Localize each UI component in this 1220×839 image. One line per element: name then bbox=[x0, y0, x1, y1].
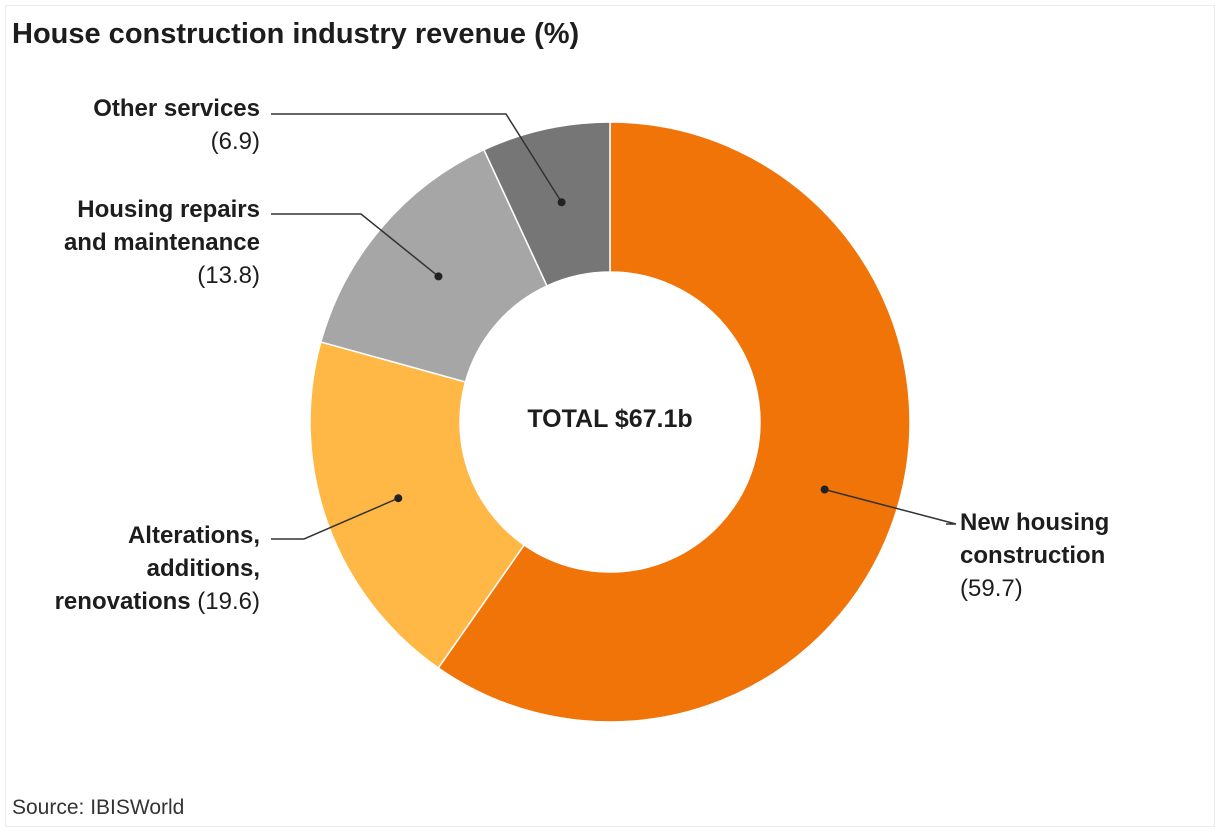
label-new-housing: New housing construction (59.7) bbox=[960, 506, 1109, 605]
donut-slice-new-housing-construction bbox=[437, 121, 911, 723]
label-alterations-value: (19.6) bbox=[197, 588, 260, 615]
donut-slice-other-services bbox=[482, 121, 611, 287]
chart-frame: House construction industry revenue (%) … bbox=[5, 5, 1215, 827]
leader-dot bbox=[557, 198, 566, 207]
chart-title: House construction industry revenue (%) bbox=[12, 18, 580, 50]
label-housing-repairs-line1: Housing repairs bbox=[77, 196, 260, 223]
donut-chart bbox=[271, 113, 957, 723]
label-housing-repairs-line2: and maintenance bbox=[63, 229, 260, 256]
label-housing-repairs: Housing repairs and maintenance (13.8) bbox=[64, 193, 260, 292]
leader-line-alterations-additions-renovations bbox=[271, 494, 403, 540]
label-new-housing-line1: New housing bbox=[960, 509, 1110, 536]
label-other-services-value: (6.9) bbox=[210, 128, 260, 155]
label-alterations-line2: additions, bbox=[146, 555, 260, 582]
leader-line-new-housing-construction bbox=[820, 485, 957, 525]
leader-dot bbox=[820, 485, 829, 494]
label-alterations: Alterations, additions, renovations (19.… bbox=[55, 519, 260, 618]
label-alterations-line1: Alterations, bbox=[127, 522, 260, 549]
label-other-services: Other services (6.9) bbox=[93, 92, 260, 158]
leader-dot bbox=[394, 494, 403, 503]
label-new-housing-line2: construction bbox=[960, 542, 1106, 569]
label-alterations-line3: renovations bbox=[54, 588, 191, 615]
label-new-housing-value: (59.7) bbox=[960, 575, 1023, 602]
source-note: Source: IBISWorld bbox=[12, 796, 185, 819]
donut-slice-housing-repairs-and-maintenance bbox=[319, 148, 548, 383]
leader-line-housing-repairs-and-maintenance bbox=[271, 213, 443, 281]
label-other-services-name: Other services bbox=[93, 95, 260, 122]
leader-line-other-services bbox=[271, 113, 566, 207]
donut-center-total: TOTAL $67.1b bbox=[527, 405, 693, 433]
leader-dot bbox=[434, 272, 443, 281]
donut-slice-alterations-additions-renovations bbox=[309, 341, 526, 670]
label-housing-repairs-value: (13.8) bbox=[197, 262, 260, 289]
